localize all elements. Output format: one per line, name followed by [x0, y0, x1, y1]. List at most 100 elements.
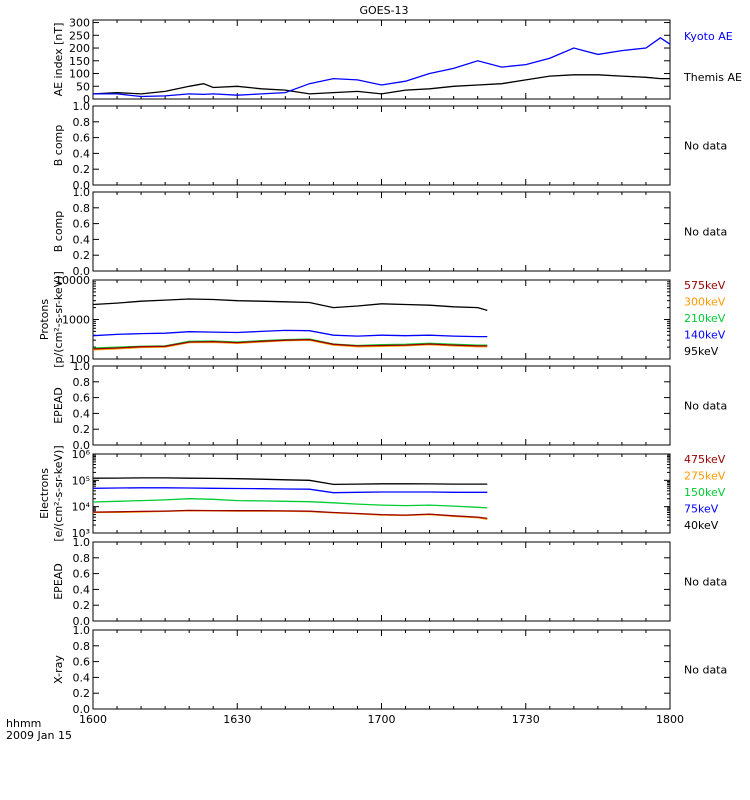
panel-electrons: 10³ 10⁴ 10⁵ 10⁶ Electrons [e/(cm²-s-sr-keV)] 4… — [38, 445, 726, 541]
y-tick-label: 0.8 — [73, 116, 91, 129]
panel-frame — [92, 19, 671, 100]
y-tick-label: 0.6 — [73, 132, 91, 145]
y-axis-label: Protons — [38, 299, 51, 340]
panel-frame — [92, 191, 671, 272]
y-tick-label: 0.4 — [73, 583, 91, 596]
y-axis-units: [e/(cm²-s-sr-keV)] — [52, 445, 65, 541]
panel-frame — [92, 105, 671, 186]
y-tick-label: 1.0 — [73, 100, 91, 113]
series-line-150kev — [92, 498, 488, 509]
legend-entry: Themis AE — [683, 71, 742, 84]
legend-entry: 95keV — [684, 345, 719, 358]
legend-entry: 40keV — [684, 519, 719, 532]
x-axis: 1600 1630 1700 1730 1800 — [79, 713, 684, 726]
y-tick-label: 0.0 — [73, 703, 91, 716]
no-data-label: No data — [684, 140, 727, 153]
legend-entry: 275keV — [684, 470, 726, 483]
x-tick-label: 1730 — [512, 713, 540, 726]
series-line-themis-ae — [92, 74, 670, 95]
legend-entry: 75keV — [684, 503, 719, 516]
y-tick-label: 0.2 — [73, 249, 91, 262]
panel-b_comp_2: 0.0 0.2 0.4 0.6 0.8 1.0 B comp No data — [52, 186, 727, 278]
y-tick-label: 200 — [69, 42, 90, 55]
y-tick-label: 0.6 — [73, 568, 91, 581]
y-tick-label: 0.8 — [73, 376, 91, 389]
y-tick-label: 100 — [69, 68, 90, 81]
panel-frame — [92, 541, 671, 622]
x-tick-label: 1630 — [223, 713, 251, 726]
y-tick-label: 10⁵ — [72, 474, 90, 487]
legend-entry: 300keV — [684, 296, 726, 309]
y-tick-label: 0.6 — [73, 218, 91, 231]
y-tick-label: 0.4 — [73, 147, 91, 160]
y-tick-label: 0.0 — [73, 615, 91, 628]
panel-xray: 0.0 0.2 0.4 0.6 0.8 1.0 X-ray No data — [52, 624, 727, 716]
series-line-kyoto-ae — [93, 37, 671, 98]
y-tick-label: 10⁴ — [72, 501, 91, 514]
y-tick-label: 0.2 — [73, 687, 91, 700]
legend-entry: 210keV — [684, 312, 726, 325]
y-tick-label: 10⁶ — [72, 448, 91, 461]
series-line-575kev — [92, 338, 488, 350]
y-tick-label: 0.6 — [73, 656, 91, 669]
legend-entry: 150keV — [684, 486, 726, 499]
y-axis-label: B comp — [52, 125, 65, 167]
series-line-40kev — [92, 477, 488, 486]
plot-title: GOES-13 — [359, 4, 408, 17]
series-line-75kev — [92, 487, 488, 494]
legend-entry: 575keV — [684, 279, 726, 292]
y-tick-label: 0.0 — [73, 179, 91, 192]
no-data-label: No data — [684, 664, 727, 677]
y-tick-label: 250 — [69, 29, 90, 42]
y-tick-label: 1.0 — [73, 360, 91, 373]
y-tick-label: 1.0 — [73, 536, 91, 549]
y-tick-label: 50 — [76, 80, 90, 93]
series-line-95kev — [92, 298, 488, 312]
series-line-475kev — [92, 509, 488, 520]
no-data-label: No data — [684, 576, 727, 589]
y-tick-label: 0.8 — [73, 552, 91, 565]
y-tick-label: 1.0 — [73, 186, 91, 199]
panel-frame — [92, 629, 671, 710]
y-tick-label: 0.4 — [73, 671, 91, 684]
y-axis-label: B comp — [52, 211, 65, 253]
panel-protons: 100 1000 10000 Protons [p/(cm²-s-sr-keV)] 575… — [38, 271, 726, 368]
x-tick-label: 1700 — [368, 713, 396, 726]
legend-entry: 140keV — [684, 329, 726, 342]
y-axis-units: [p/(cm²-s-sr-keV)] — [52, 271, 65, 368]
no-data-label: No data — [684, 400, 727, 413]
panel-b_comp_1: 0.0 0.2 0.4 0.6 0.8 1.0 B comp No data — [52, 100, 727, 192]
footer-time-format: hhmm — [6, 717, 41, 730]
y-tick-label: 10000 — [55, 274, 90, 287]
y-axis-label: EPEAD — [52, 387, 65, 424]
legend-entry: 475keV — [684, 453, 726, 466]
x-tick-label: 1800 — [656, 713, 684, 726]
panel-frame — [92, 279, 671, 360]
y-tick-label: 0.4 — [73, 407, 91, 420]
y-tick-label: 0.8 — [73, 202, 91, 215]
y-axis-label: AE index [nT] — [52, 23, 65, 97]
y-axis-label: X-ray — [52, 655, 65, 684]
y-tick-label: 0.0 — [73, 439, 91, 452]
y-axis-label: Electrons — [38, 468, 51, 519]
series-line-300kev — [92, 339, 488, 351]
footer-date: 2009 Jan 15 — [6, 729, 72, 742]
panel-epead_1: 0.0 0.2 0.4 0.6 0.8 1.0 EPEAD No data — [52, 360, 727, 452]
y-tick-label: 0.2 — [73, 163, 91, 176]
y-tick-label: 0 — [83, 93, 90, 106]
y-tick-label: 150 — [69, 55, 90, 68]
series-line-140kev — [92, 329, 488, 338]
series-line-275kev — [92, 510, 488, 520]
panel-epead_2: 0.0 0.2 0.4 0.6 0.8 1.0 EPEAD No data — [52, 536, 727, 628]
panel-frame — [92, 453, 671, 534]
y-tick-label: 0.6 — [73, 392, 91, 405]
y-tick-label: 0.4 — [73, 233, 91, 246]
no-data-label: No data — [684, 226, 727, 239]
y-tick-label: 0.8 — [73, 640, 91, 653]
y-tick-label: 1.0 — [73, 624, 91, 637]
x-tick-label: 1600 — [79, 713, 107, 726]
y-axis-label: EPEAD — [52, 563, 65, 600]
